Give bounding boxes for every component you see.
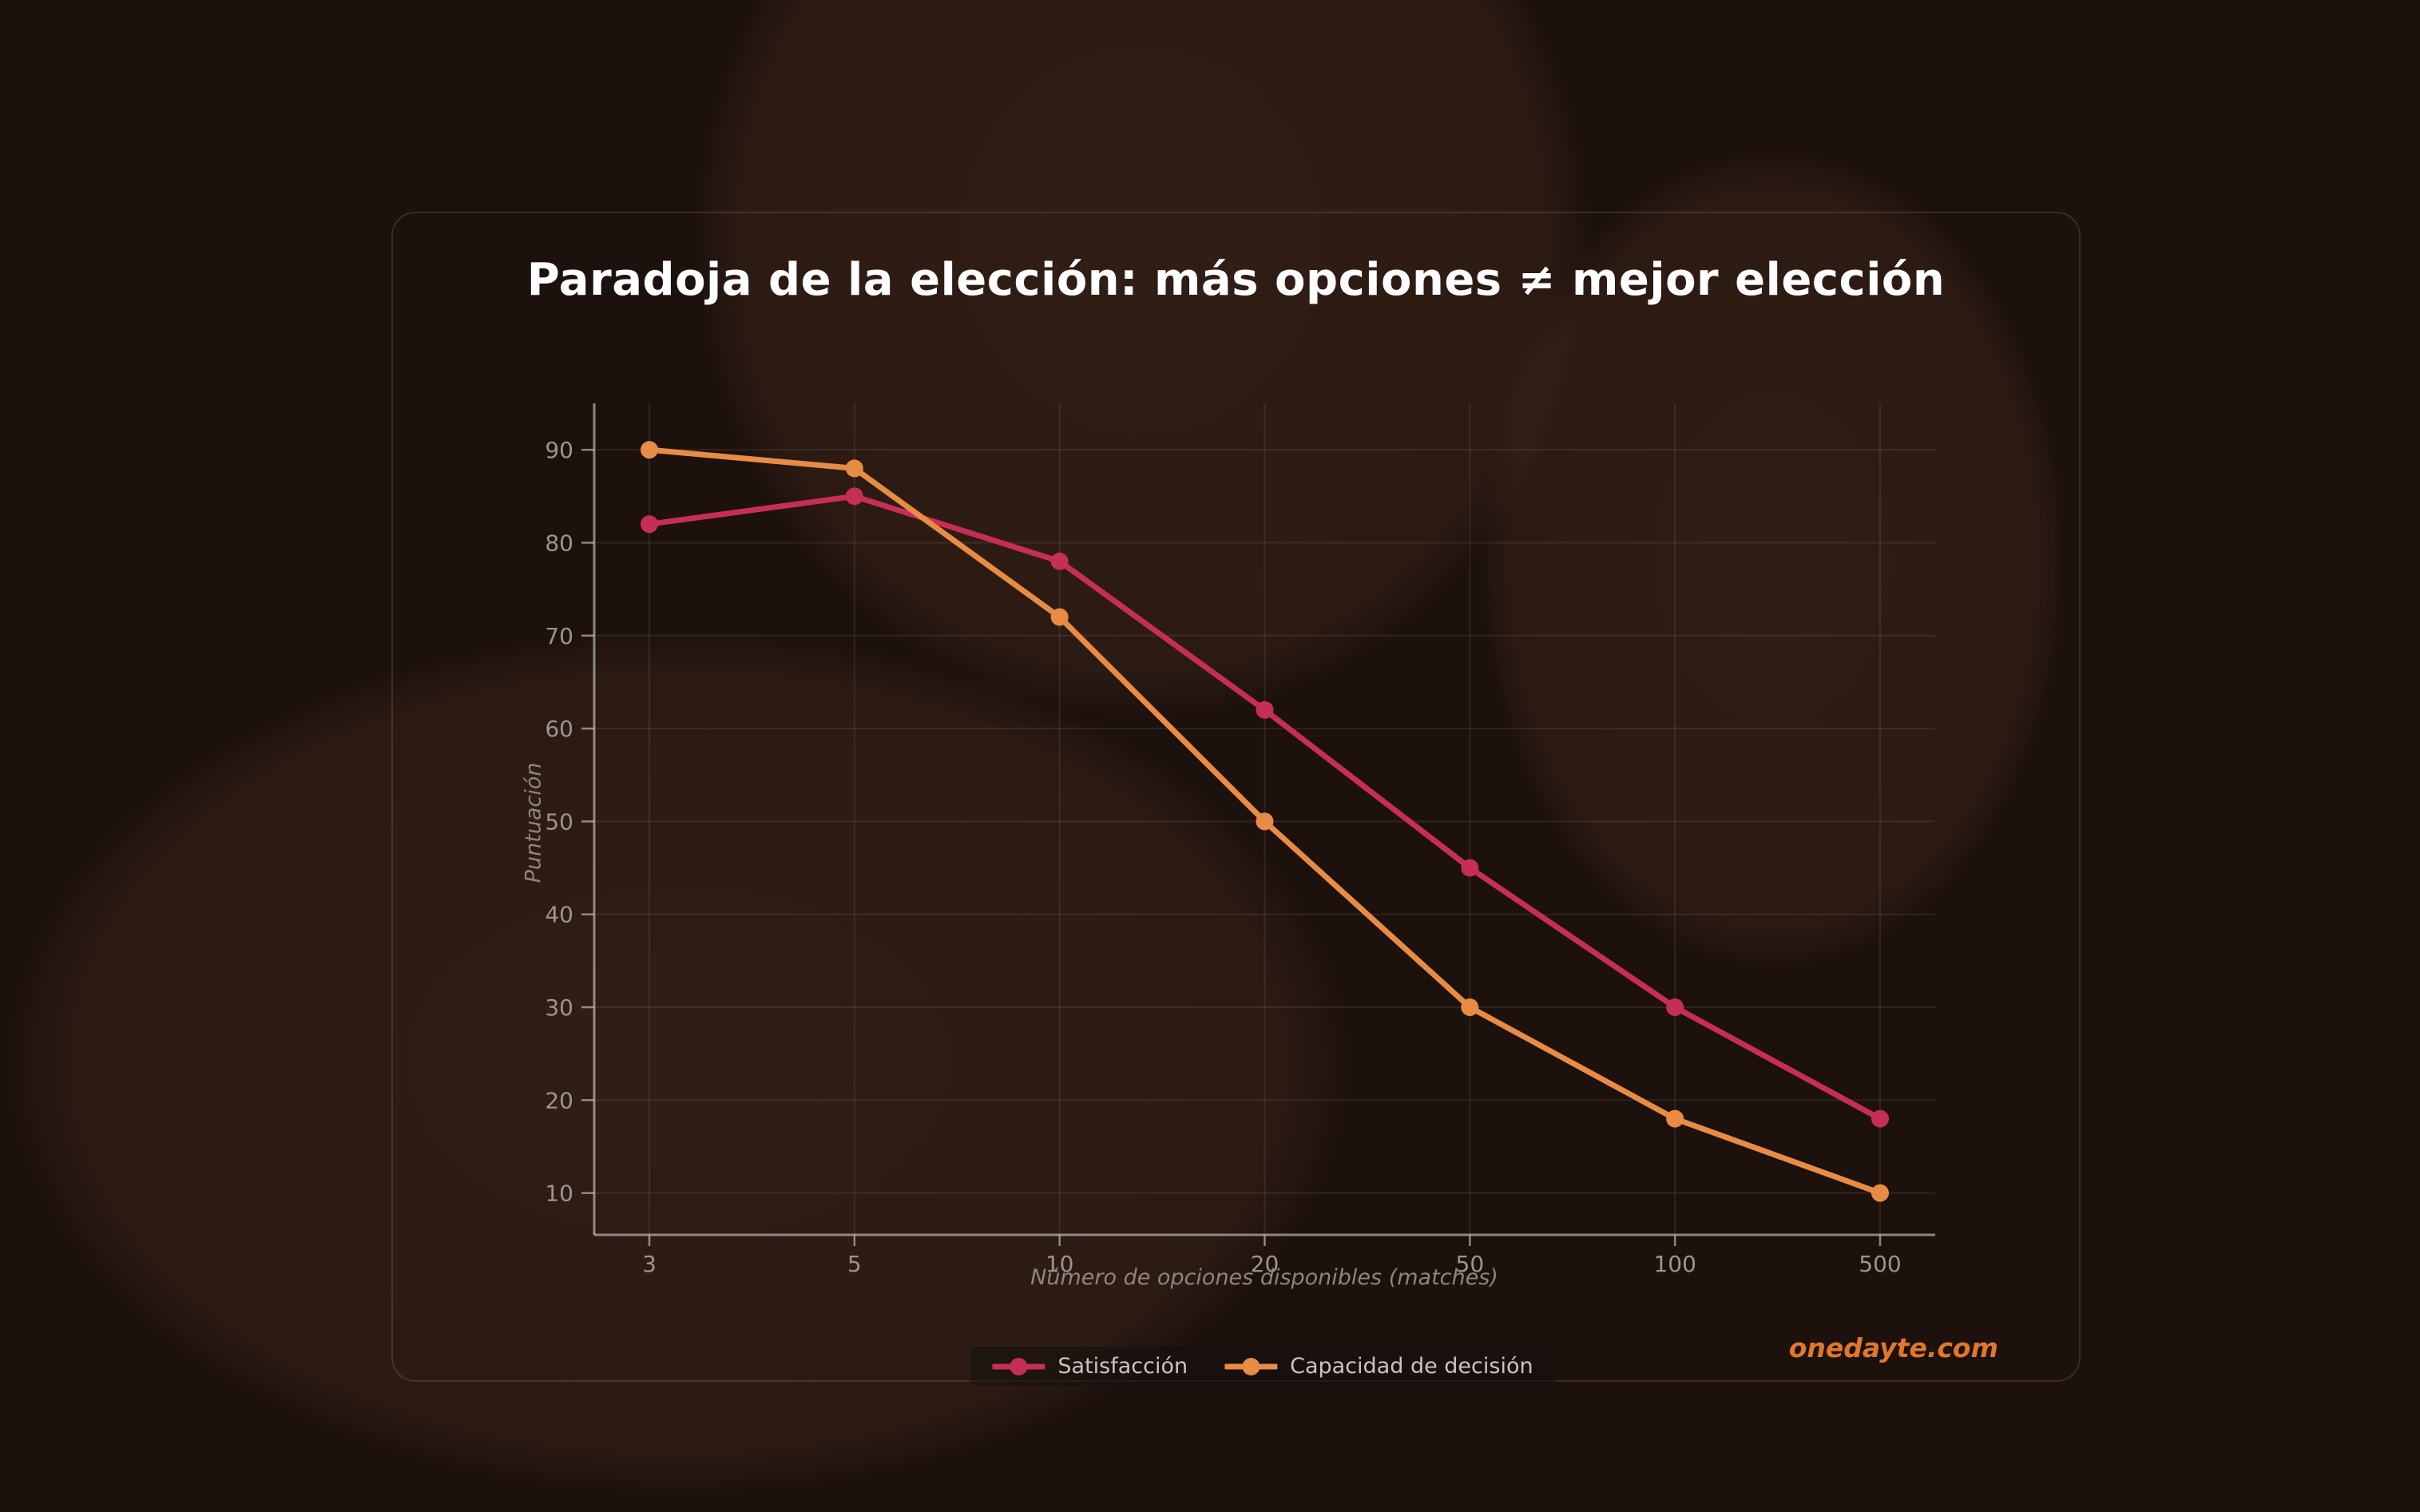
svg-text:100: 100 <box>1653 1251 1696 1277</box>
svg-text:70: 70 <box>545 623 573 649</box>
svg-text:30: 30 <box>545 994 573 1021</box>
svg-text:10: 10 <box>545 1181 573 1207</box>
svg-text:3: 3 <box>642 1251 657 1277</box>
svg-text:20: 20 <box>1251 1251 1279 1277</box>
svg-text:500: 500 <box>1859 1251 1901 1277</box>
svg-text:80: 80 <box>545 530 573 556</box>
legend-label: Satisfacción <box>1057 1354 1188 1379</box>
svg-text:60: 60 <box>545 716 573 742</box>
svg-text:20: 20 <box>545 1087 573 1113</box>
chart-legend: Satisfacción Capacidad de decisión <box>970 1347 1556 1386</box>
svg-text:50: 50 <box>1456 1251 1485 1277</box>
site-watermark: onedayte.com <box>1788 1332 1998 1363</box>
x-axis-label: Número de opciones disponibles (matches) <box>1030 1265 1498 1290</box>
svg-text:40: 40 <box>545 902 573 928</box>
y-axis-label: Puntuación <box>521 762 546 883</box>
chart-title: Paradoja de la elección: más opciones ≠ … <box>526 254 1946 306</box>
svg-text:5: 5 <box>847 1251 862 1277</box>
legend-label: Capacidad de decisión <box>1290 1354 1533 1379</box>
svg-text:50: 50 <box>545 808 573 835</box>
legend-item: Capacidad de decisión <box>1224 1354 1533 1379</box>
legend-marker-icon <box>992 1357 1045 1375</box>
legend-item: Satisfacción <box>992 1354 1188 1379</box>
legend-marker-icon <box>1224 1357 1278 1375</box>
svg-text:10: 10 <box>1045 1251 1074 1277</box>
svg-text:90: 90 <box>545 437 573 463</box>
